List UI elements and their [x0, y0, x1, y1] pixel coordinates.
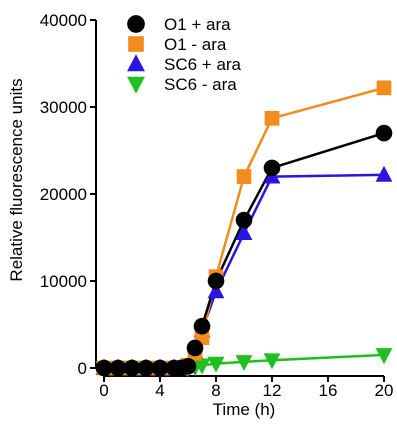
y-tick-label: 10000 [40, 272, 87, 291]
y-tick-label: 40000 [40, 11, 87, 30]
axes-layer: 0 10000 20000 30000 40000 0 4 8 12 16 20 [40, 11, 394, 400]
data-point-series-1 [375, 124, 393, 142]
legend-label-2: O1 - ara [164, 35, 227, 54]
data-point-series-1 [235, 211, 253, 229]
data-point-series-1 [207, 272, 225, 290]
x-tick-label: 0 [99, 381, 108, 400]
data-point-series-1 [263, 159, 281, 177]
data-point-series-4 [375, 348, 393, 365]
data-point-series-1 [193, 317, 211, 335]
legend-marker-3 [127, 54, 145, 72]
y-axis-title: Relative fluorescence units [7, 78, 26, 281]
series-line-3 [104, 173, 385, 370]
data-point-series-4 [193, 358, 211, 375]
x-tick-label: 12 [263, 381, 282, 400]
legend-label-4: SC6 - ara [164, 75, 237, 94]
data-point-series-4 [235, 355, 253, 372]
data-point-series-4 [263, 353, 281, 370]
data-point-series-3 [207, 282, 225, 299]
x-tick-label: 16 [319, 381, 338, 400]
x-tick-label: 20 [375, 381, 394, 400]
data-point-series-1 [137, 359, 155, 377]
legend-label-3: SC6 + ara [164, 55, 242, 74]
y-tick-label: 0 [78, 359, 87, 378]
data-point-series-3 [235, 224, 253, 240]
legend-marker-4 [127, 76, 145, 94]
legend-label-1: O1 + ara [164, 15, 231, 34]
data-point-series-4 [207, 356, 225, 373]
data-point-series-1 [151, 359, 169, 377]
legend-marker-1 [127, 15, 145, 33]
data-point-series-3 [375, 165, 393, 182]
series-markers-layer [95, 80, 393, 378]
data-point-series-1 [179, 357, 197, 375]
data-point-series-1 [186, 339, 204, 357]
y-tick-label: 30000 [40, 98, 87, 117]
data-point-series-2 [376, 80, 392, 96]
data-point-series-1 [109, 359, 127, 377]
x-tick-label: 4 [155, 381, 164, 400]
x-tick-label: 8 [211, 381, 220, 400]
x-axis-title: Time (h) [213, 400, 276, 419]
legend-marker-2 [128, 36, 144, 52]
series-line-1 [104, 131, 385, 370]
data-point-series-1 [123, 359, 141, 377]
data-point-series-1 [95, 359, 113, 377]
y-tick-label: 20000 [40, 185, 87, 204]
data-point-series-2 [264, 110, 280, 126]
data-point-series-2 [236, 169, 252, 184]
